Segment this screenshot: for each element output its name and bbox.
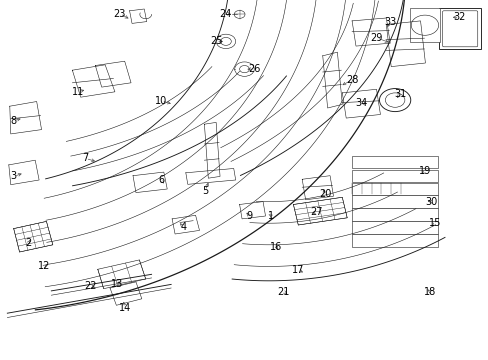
Text: 3: 3	[11, 171, 17, 181]
FancyBboxPatch shape	[351, 208, 437, 221]
Text: 33: 33	[383, 17, 396, 27]
Text: 18: 18	[423, 287, 436, 297]
Text: 31: 31	[393, 89, 406, 99]
Text: 16: 16	[269, 242, 282, 252]
FancyBboxPatch shape	[351, 195, 437, 208]
FancyBboxPatch shape	[351, 221, 437, 234]
Text: 1: 1	[268, 211, 274, 221]
FancyBboxPatch shape	[409, 8, 439, 42]
Text: 9: 9	[246, 211, 252, 221]
Text: 28: 28	[345, 75, 358, 85]
Text: 19: 19	[418, 166, 431, 176]
Text: 6: 6	[158, 175, 164, 185]
Text: 27: 27	[310, 207, 323, 217]
Text: 15: 15	[428, 218, 441, 228]
Text: 20: 20	[318, 189, 331, 199]
Text: 25: 25	[209, 36, 222, 46]
FancyBboxPatch shape	[351, 183, 437, 195]
FancyBboxPatch shape	[351, 234, 437, 247]
Text: 23: 23	[113, 9, 126, 19]
Text: 22: 22	[84, 281, 97, 291]
FancyBboxPatch shape	[351, 156, 437, 168]
Text: 30: 30	[424, 197, 437, 207]
Text: 5: 5	[202, 186, 208, 196]
FancyBboxPatch shape	[438, 8, 480, 49]
Text: 10: 10	[155, 96, 167, 106]
Text: 21: 21	[277, 287, 289, 297]
Text: 14: 14	[118, 303, 131, 313]
Text: 26: 26	[247, 64, 260, 74]
Text: 24: 24	[219, 9, 232, 19]
Text: 2: 2	[25, 238, 31, 248]
Text: 7: 7	[82, 153, 88, 163]
Text: 11: 11	[72, 87, 84, 97]
Text: 34: 34	[355, 98, 367, 108]
Text: 32: 32	[452, 12, 465, 22]
Text: 12: 12	[38, 261, 50, 271]
Text: 13: 13	[111, 279, 123, 289]
Text: 17: 17	[291, 265, 304, 275]
FancyBboxPatch shape	[442, 11, 477, 47]
Text: 8: 8	[11, 116, 17, 126]
Text: 29: 29	[369, 33, 382, 43]
Text: 4: 4	[180, 222, 186, 232]
FancyBboxPatch shape	[351, 170, 437, 182]
